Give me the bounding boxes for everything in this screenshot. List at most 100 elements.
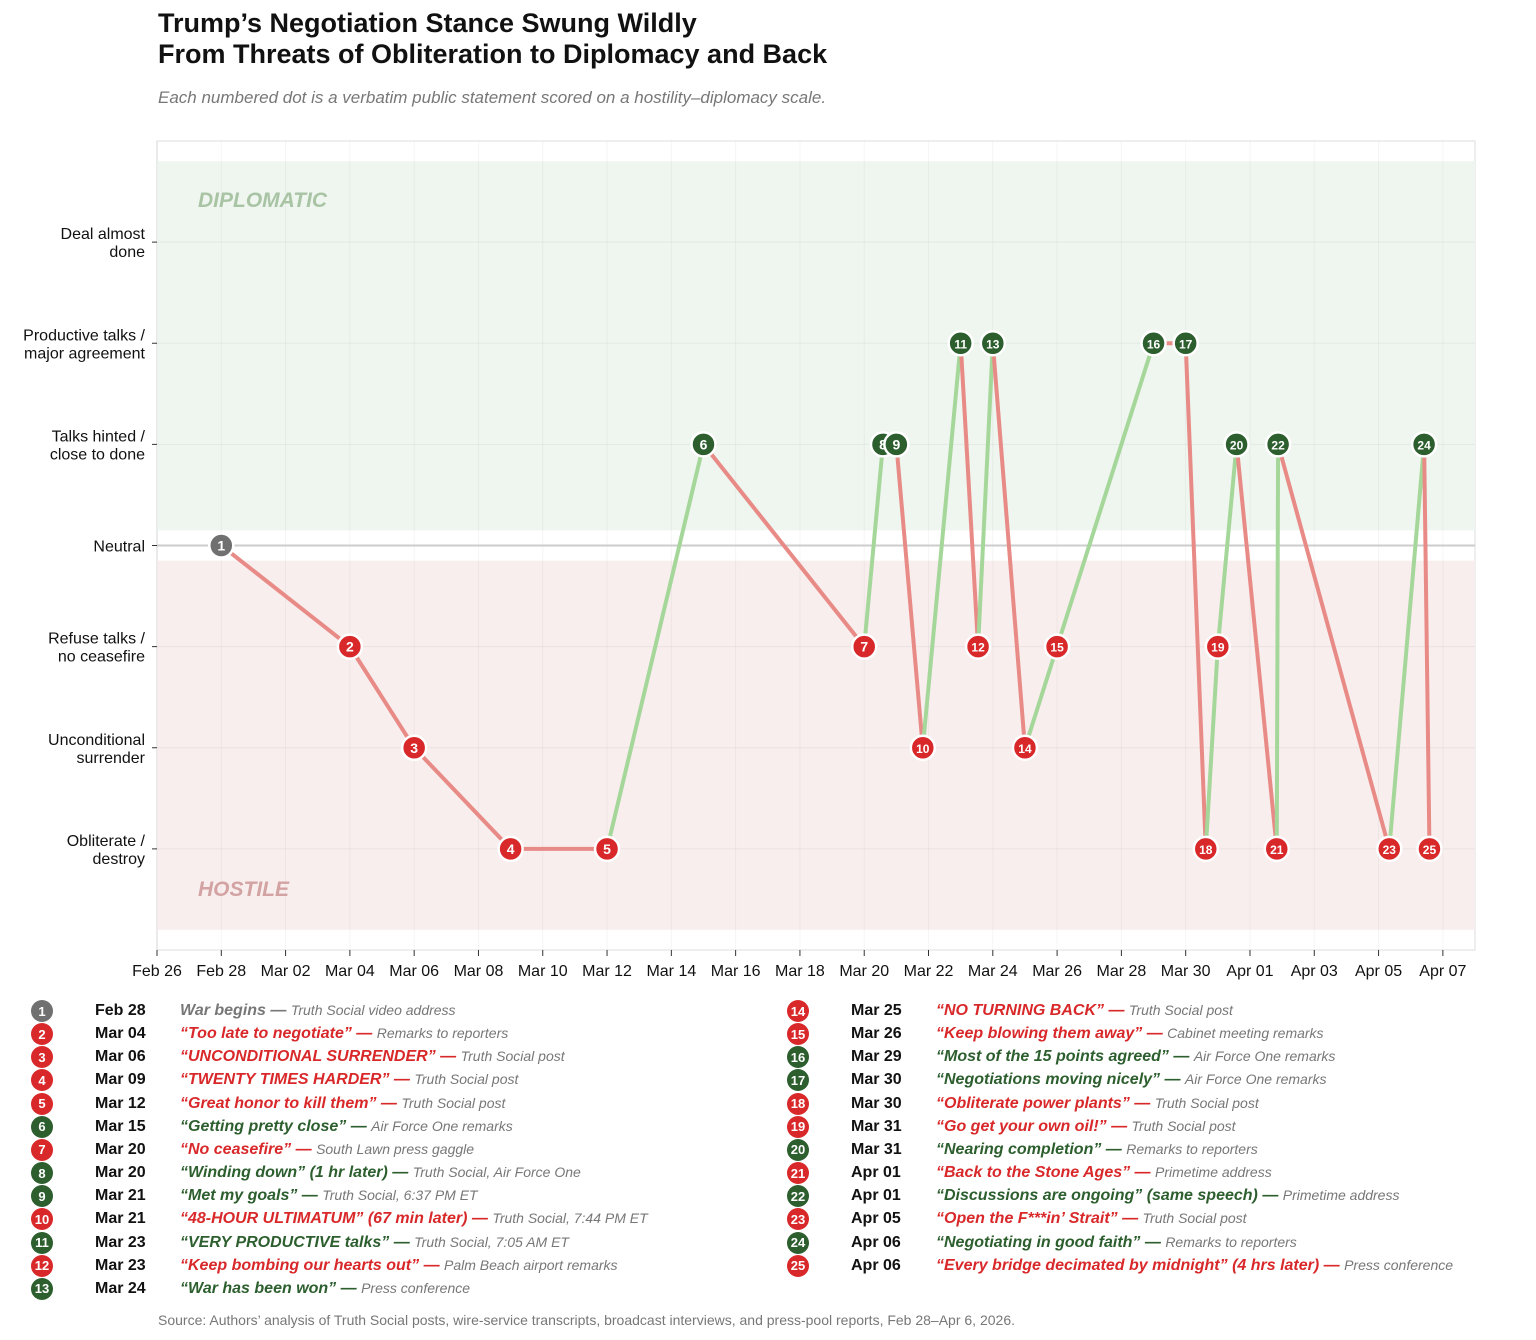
legend-quote: “Discussions are ongoing” (same speech) — [936, 1187, 1258, 1205]
x-tick-label: Apr 03 — [1291, 963, 1338, 980]
point-label: 17 — [1179, 337, 1193, 351]
legend-date: Apr 05 — [851, 1210, 901, 1228]
point-label: 7 — [860, 639, 868, 655]
data-point-17: 17 — [1172, 330, 1199, 357]
legend-dash: — — [435, 1048, 461, 1066]
legend-dash: — — [387, 1164, 413, 1182]
legend-source: Truth Social post — [1154, 1094, 1259, 1111]
point-label: 15 — [1050, 641, 1064, 655]
legend-date: Mar 30 — [851, 1071, 902, 1089]
data-point-15: 15 — [1043, 633, 1071, 660]
data-point-2: 2 — [336, 633, 364, 660]
legend-dash: — — [1319, 1256, 1345, 1274]
legend-source: Truth Social post — [1142, 1210, 1247, 1227]
legend-number-badge: 20 — [787, 1138, 809, 1161]
legend-source: Truth Social, 6:37 PM ET — [322, 1187, 478, 1204]
segment-toward-diplomacy — [1387, 442, 1427, 851]
legend-quote: “Keep bombing our hearts out” — [180, 1256, 420, 1274]
legend-date: Mar 12 — [95, 1094, 146, 1112]
x-tick-label: Feb 26 — [132, 963, 182, 980]
legend-quote: “Every bridge decimated by midnight” (4 … — [936, 1256, 1320, 1274]
y-tick-label: close to done — [50, 446, 145, 463]
x-tick-label: Mar 24 — [968, 963, 1018, 980]
legend-quote: “No ceasefire” — [180, 1140, 292, 1158]
legend-dash: — — [419, 1256, 445, 1274]
stance-line-chart: Feb 26 Feb 28 Mar 02 Mar 04 Mar 06 Mar 08 Mar … — [23, 140, 1476, 980]
legend-number-badge: 9 — [31, 1185, 53, 1208]
x-tick-label: Mar 10 — [518, 963, 568, 980]
band-label-diplomatic: DIPLOMATIC — [198, 189, 328, 212]
legend-quote: “Negotiating in good faith” — [936, 1233, 1141, 1251]
legend-source: South Lawn press gaggle — [316, 1140, 475, 1157]
data-point-22: 22 — [1264, 431, 1292, 458]
legend-number-badge: 17 — [787, 1069, 809, 1092]
y-tick-label: Talks hinted / — [52, 428, 146, 445]
legend-number-badge: 19 — [787, 1115, 809, 1138]
legend-number-badge: 1 — [31, 1000, 53, 1022]
legend-date: Feb 28 — [95, 1002, 146, 1019]
segment-toward-hostility — [894, 442, 925, 750]
point-marker — [1376, 835, 1403, 863]
legend-source: Truth Social video address — [290, 1002, 456, 1018]
legend-quote: “Obliterate power plants” — [936, 1094, 1130, 1112]
point-marker — [979, 330, 1007, 357]
legend-number-badge: 13 — [31, 1277, 53, 1300]
point-marker — [336, 633, 364, 660]
point-label: 2 — [346, 639, 354, 655]
point-label: 11 — [954, 337, 967, 351]
legend-dash: — — [1160, 1071, 1185, 1089]
point-label: 19 — [1211, 641, 1225, 655]
y-tick-label: destroy — [93, 851, 145, 868]
data-point-4: 4 — [497, 835, 524, 863]
segment-toward-hostility — [347, 644, 417, 750]
legend-date: Mar 26 — [851, 1025, 902, 1043]
x-tick-label: Feb 28 — [196, 963, 246, 980]
x-tick-label: Mar 20 — [839, 963, 889, 980]
legend-dash: — — [376, 1094, 402, 1112]
data-point-10: 10 — [909, 734, 937, 761]
legend-date: Apr 01 — [851, 1164, 901, 1182]
x-tick-label: Mar 06 — [389, 963, 439, 980]
segment-toward-hostility — [701, 442, 867, 649]
point-label: 3 — [410, 740, 418, 756]
legend-dash: — — [291, 1140, 317, 1158]
legend-quote: “Getting pretty close” — [180, 1117, 347, 1135]
source-note: Source: Authors’ analysis of Truth Socia… — [158, 1312, 1015, 1328]
legend-quote: “Back to the Stone Ages” — [936, 1164, 1131, 1182]
segment-toward-diplomacy — [976, 341, 995, 649]
y-tick-label: Productive talks / — [23, 327, 145, 344]
legend-date: Mar 23 — [95, 1233, 146, 1251]
point-marker — [1172, 330, 1199, 357]
point-marker — [1043, 633, 1071, 660]
legend-quote: “VERY PRODUCTIVE talks” — [180, 1233, 390, 1251]
point-marker — [497, 835, 524, 863]
legend-number-badge: 5 — [31, 1092, 53, 1115]
y-tick-label: no ceasefire — [58, 649, 145, 666]
legend-dash: — — [351, 1025, 377, 1043]
x-tick-label: Mar 18 — [775, 963, 825, 980]
x-tick-label: Mar 22 — [904, 963, 954, 980]
data-point-1: 1 — [208, 532, 235, 559]
x-tick-label: Mar 26 — [1032, 963, 1082, 980]
x-tick-label: Mar 30 — [1161, 963, 1211, 980]
data-point-25: 25 — [1416, 835, 1443, 863]
legend-source: Cabinet meeting remarks — [1167, 1025, 1324, 1042]
legend-quote: “48-HOUR ULTIMATUM” (67 min later) — [180, 1210, 468, 1228]
point-marker — [400, 734, 428, 761]
point-marker — [1410, 431, 1438, 458]
point-label: 14 — [1018, 742, 1032, 756]
segment-toward-diplomacy — [1203, 644, 1220, 851]
legend-number-badge: 16 — [787, 1046, 809, 1069]
legend-dash: — — [336, 1279, 362, 1297]
legend-date: Mar 30 — [851, 1094, 902, 1112]
data-point-6: 6 — [690, 431, 717, 458]
x-tick-label: Mar 12 — [582, 963, 632, 980]
legend-dash: — — [1104, 1002, 1129, 1019]
title-line-1: Trump’s Negotiation Stance Swung Wildly — [158, 8, 697, 38]
legend-dash: — — [346, 1117, 372, 1135]
legend-number-badge: 7 — [31, 1138, 53, 1161]
legend-quote: “Go get your own oil!” — [936, 1117, 1107, 1135]
legend-date: Mar 25 — [851, 1002, 902, 1019]
y-tick-label: major agreement — [24, 345, 146, 362]
